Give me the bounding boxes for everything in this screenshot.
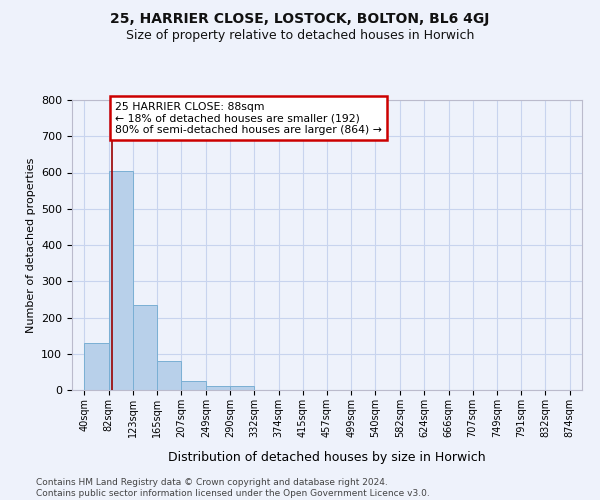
Bar [181,381,206,390]
Y-axis label: Number of detached properties: Number of detached properties [26,158,35,332]
Text: Contains HM Land Registry data © Crown copyright and database right 2024.
Contai: Contains HM Land Registry data © Crown c… [36,478,430,498]
Bar [133,305,157,390]
Bar [206,386,230,390]
Bar [109,170,133,390]
Text: Size of property relative to detached houses in Horwich: Size of property relative to detached ho… [126,29,474,42]
Text: 25 HARRIER CLOSE: 88sqm
← 18% of detached houses are smaller (192)
80% of semi-d: 25 HARRIER CLOSE: 88sqm ← 18% of detache… [115,102,382,135]
Bar [230,386,254,390]
Text: 25, HARRIER CLOSE, LOSTOCK, BOLTON, BL6 4GJ: 25, HARRIER CLOSE, LOSTOCK, BOLTON, BL6 … [110,12,490,26]
Bar [157,361,181,390]
Text: Distribution of detached houses by size in Horwich: Distribution of detached houses by size … [168,451,486,464]
Bar [84,343,109,390]
